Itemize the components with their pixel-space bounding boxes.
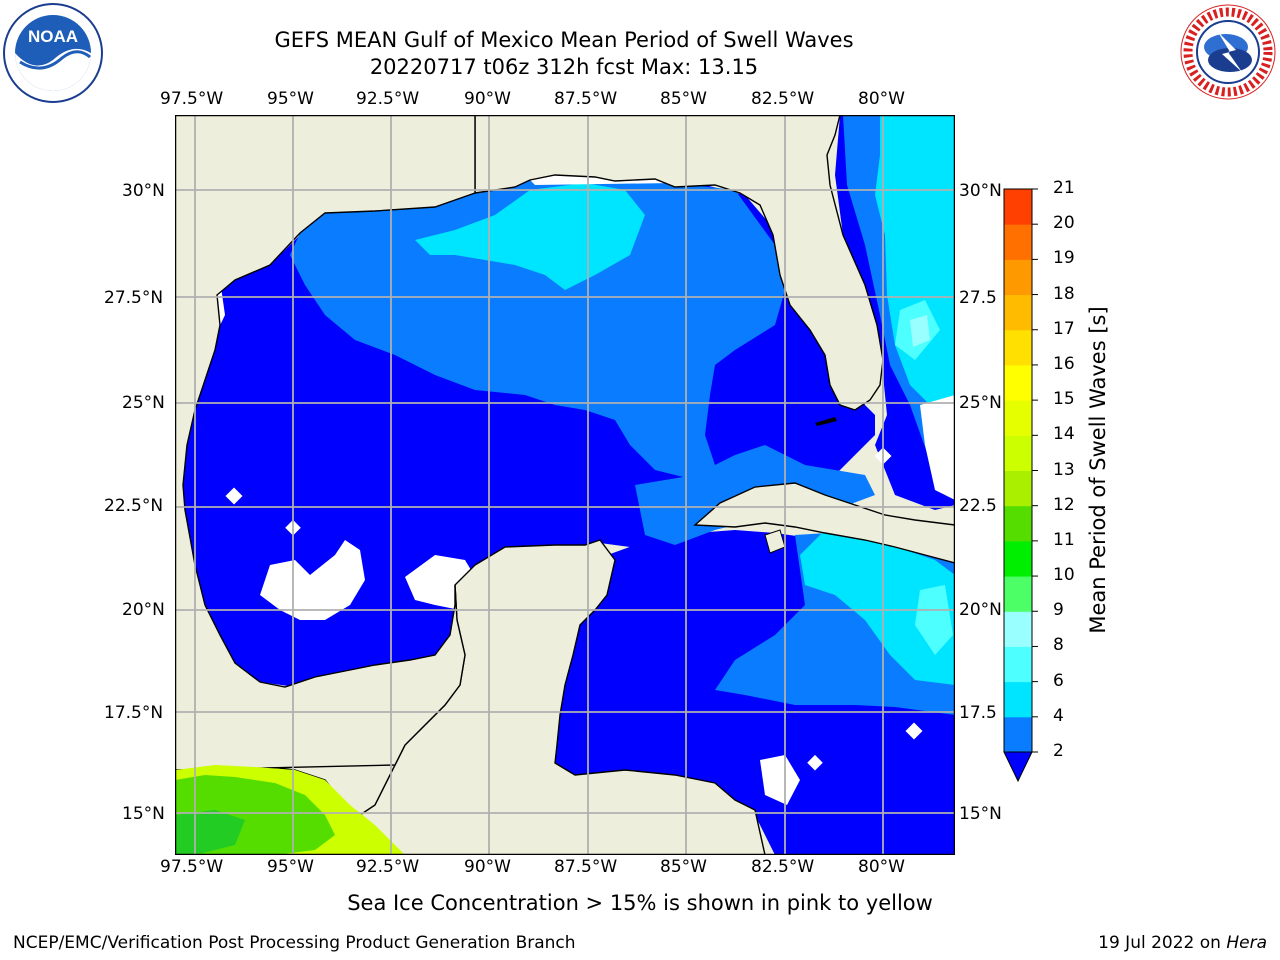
top-x-tick-label: 95°W bbox=[267, 89, 314, 109]
right-y-tick-label: 15°N bbox=[959, 804, 1002, 824]
left-y-tick-label: 17.5°N bbox=[104, 703, 164, 723]
colorbar-tick-label: 8 bbox=[1053, 635, 1064, 656]
colorbar-tick-label: 16 bbox=[1053, 353, 1075, 374]
colorbar-tick-label: 17 bbox=[1053, 318, 1075, 339]
top-x-tick-label: 87.5°W bbox=[554, 89, 618, 109]
missing-data-patch bbox=[807, 754, 823, 771]
colorbar-segment bbox=[1004, 681, 1032, 718]
colorbar-label: Mean Period of Swell Waves [s] bbox=[1086, 306, 1110, 634]
colorbar-tick-label: 15 bbox=[1053, 389, 1075, 410]
colorbar-tick-label: 20 bbox=[1053, 213, 1075, 234]
colorbar-segment bbox=[1004, 329, 1032, 366]
right-y-tick-label: 20°N bbox=[959, 600, 1002, 620]
colorbar-tick-label: 21 bbox=[1053, 178, 1075, 198]
right-y-tick-label: 17.5 bbox=[959, 703, 997, 723]
top-x-tick-label: 90°W bbox=[464, 89, 511, 109]
top-x-tick-label: 97.5°W bbox=[160, 89, 224, 109]
colorbar-tick-label: 10 bbox=[1053, 565, 1075, 586]
swell-6-8s-spot bbox=[915, 585, 953, 655]
colorbar-segment bbox=[1004, 294, 1032, 331]
bottom-x-tick-label: 87.5°W bbox=[554, 857, 618, 877]
missing-data-patch bbox=[920, 395, 955, 500]
bottom-x-tick-label: 90°W bbox=[464, 857, 511, 877]
colorbar-segment bbox=[1004, 646, 1032, 683]
right-y-tick-label: 30°N bbox=[959, 181, 1002, 201]
missing-data-patch bbox=[905, 722, 923, 740]
right-y-tick-label: 25°N bbox=[959, 393, 1002, 413]
missing-data-patch bbox=[760, 755, 800, 805]
colorbar bbox=[1003, 188, 1038, 783]
colorbar-tick-label: 14 bbox=[1053, 424, 1075, 445]
colorbar-tick-label: 9 bbox=[1053, 600, 1064, 621]
swell-10-11s-pacific bbox=[175, 810, 245, 855]
nws-logo bbox=[1180, 4, 1276, 100]
florida-land bbox=[474, 115, 884, 411]
bottom-x-tick-label: 85°W bbox=[660, 857, 707, 877]
colorbar-tick-label: 6 bbox=[1053, 670, 1064, 691]
colorbar-segment bbox=[1004, 576, 1032, 612]
chart-subtitle: 20220717 t06z 312h fcst Max: 13.15 bbox=[369, 55, 759, 79]
sea-ice-caption: Sea Ice Concentration > 15% is shown in … bbox=[347, 891, 933, 915]
colorbar-tick-label: 2 bbox=[1053, 741, 1064, 761]
bottom-x-tick-label: 82.5°W bbox=[751, 857, 815, 877]
swell-4-6s-caribbean bbox=[800, 530, 955, 685]
right-y-tick-label: 27.5 bbox=[959, 288, 997, 308]
map-plot bbox=[175, 115, 955, 855]
left-y-tick-label: 30°N bbox=[122, 181, 165, 201]
bottom-x-tick-label: 95°W bbox=[267, 857, 314, 877]
colorbar-tick-label: 11 bbox=[1053, 529, 1075, 550]
colorbar-segment bbox=[1004, 259, 1032, 296]
bottom-x-tick-label: 92.5°W bbox=[356, 857, 420, 877]
footer-date: 19 Jul 2022 on Hera bbox=[1098, 933, 1267, 953]
bottom-x-tick-label: 80°W bbox=[858, 857, 905, 877]
swell-8-9s-spot bbox=[910, 315, 930, 347]
top-x-tick-label: 85°W bbox=[660, 89, 707, 109]
left-y-tick-label: 25°N bbox=[122, 393, 165, 413]
colorbar-segment bbox=[1004, 505, 1032, 542]
colorbar-tick-label: 19 bbox=[1053, 248, 1075, 269]
graticule bbox=[175, 115, 955, 855]
colorbar-tick-label: 13 bbox=[1053, 459, 1075, 480]
footer-host: Hera bbox=[1226, 933, 1267, 953]
colorbar-segment bbox=[1004, 540, 1032, 577]
colorbar-segment bbox=[1004, 611, 1032, 647]
colorbar-tick-label: 18 bbox=[1053, 283, 1075, 304]
colorbar-tick-label: 12 bbox=[1053, 494, 1075, 515]
svg-text:NOAA: NOAA bbox=[28, 27, 78, 46]
colorbar-segment bbox=[1004, 400, 1032, 436]
colorbar-segment bbox=[1004, 189, 1032, 225]
top-x-tick-label: 80°W bbox=[858, 89, 905, 109]
left-y-tick-label: 27.5°N bbox=[104, 288, 164, 308]
map-frame bbox=[175, 115, 955, 855]
bottom-x-tick-label: 97.5°W bbox=[160, 857, 224, 877]
mexico-texas-land bbox=[175, 115, 476, 771]
top-x-tick-label: 82.5°W bbox=[751, 89, 815, 109]
footer-date-text: 19 Jul 2022 on bbox=[1098, 933, 1227, 953]
cuba-land bbox=[693, 482, 955, 564]
colorbar-segment bbox=[1004, 224, 1032, 260]
footer-org: NCEP/EMC/Verification Post Processing Pr… bbox=[13, 933, 576, 953]
colorbar-tick-label: 4 bbox=[1053, 705, 1064, 726]
colorbar-segment bbox=[1004, 435, 1032, 471]
colorbar-segment bbox=[1004, 716, 1032, 753]
left-y-tick-label: 15°N bbox=[122, 804, 165, 824]
top-x-tick-label: 92.5°W bbox=[356, 89, 420, 109]
noaa-logo: NOAA bbox=[3, 3, 103, 103]
left-y-tick-label: 22.5°N bbox=[104, 496, 164, 516]
left-y-tick-label: 20°N bbox=[122, 600, 165, 620]
missing-data-patch bbox=[260, 540, 365, 620]
chart-title: GEFS MEAN Gulf of Mexico Mean Period of … bbox=[274, 28, 854, 52]
island bbox=[815, 417, 837, 426]
colorbar-under-triangle bbox=[1003, 751, 1033, 783]
colorbar-segment bbox=[1004, 470, 1032, 507]
right-y-tick-label: 22.5 bbox=[959, 496, 997, 516]
colorbar-segment bbox=[1004, 364, 1032, 401]
